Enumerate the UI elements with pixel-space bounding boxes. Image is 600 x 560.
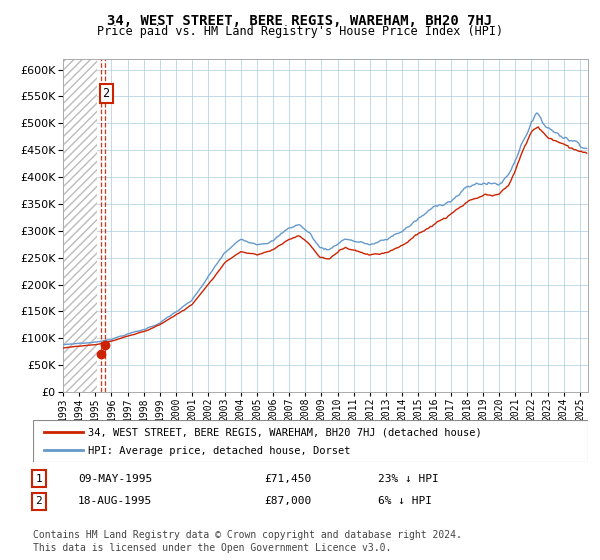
Text: Contains HM Land Registry data © Crown copyright and database right 2024.
This d: Contains HM Land Registry data © Crown c… (33, 530, 462, 553)
Text: 6% ↓ HPI: 6% ↓ HPI (378, 496, 432, 506)
Text: 18-AUG-1995: 18-AUG-1995 (78, 496, 152, 506)
Text: £71,450: £71,450 (264, 474, 311, 484)
Text: 34, WEST STREET, BERE REGIS, WAREHAM, BH20 7HJ (detached house): 34, WEST STREET, BERE REGIS, WAREHAM, BH… (89, 428, 482, 437)
Text: 23% ↓ HPI: 23% ↓ HPI (378, 474, 439, 484)
Text: 2: 2 (103, 87, 110, 100)
Bar (63, 59, 97, 392)
Text: 2: 2 (35, 496, 43, 506)
Text: HPI: Average price, detached house, Dorset: HPI: Average price, detached house, Dors… (89, 446, 351, 456)
Text: 1: 1 (35, 474, 43, 484)
Text: 34, WEST STREET, BERE REGIS, WAREHAM, BH20 7HJ: 34, WEST STREET, BERE REGIS, WAREHAM, BH… (107, 14, 493, 28)
Text: 09-MAY-1995: 09-MAY-1995 (78, 474, 152, 484)
Text: Price paid vs. HM Land Registry's House Price Index (HPI): Price paid vs. HM Land Registry's House … (97, 25, 503, 38)
Text: £87,000: £87,000 (264, 496, 311, 506)
